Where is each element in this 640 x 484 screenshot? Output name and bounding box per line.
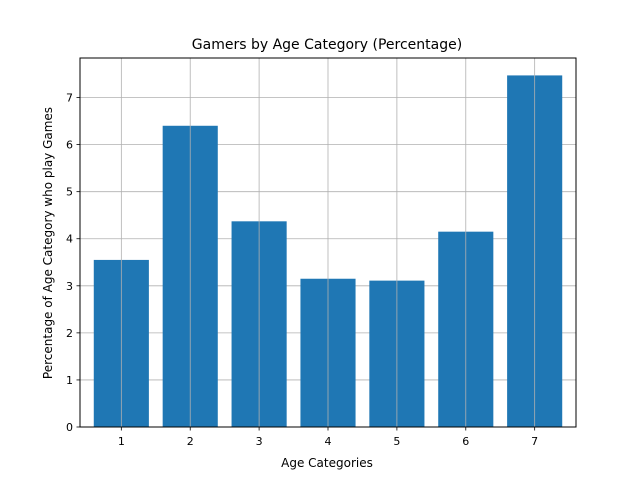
- x-axis-label: Age Categories: [281, 456, 373, 470]
- vertical-grid-lines: [120, 58, 536, 427]
- chart-title: Gamers by Age Category (Percentage): [192, 37, 462, 53]
- y-axis-label: Percentage of Age Category who play Game…: [41, 107, 55, 379]
- y-axis-ticks: 0 1 2 3 4 5 6 7: [66, 92, 80, 434]
- x-tick-label: 7: [531, 435, 538, 448]
- y-tick-label: 4: [66, 233, 73, 246]
- y-tick-label: 5: [66, 186, 73, 199]
- x-axis-ticks: 1 2 3 4 5 6 7: [118, 427, 538, 448]
- x-tick-label: 4: [325, 435, 332, 448]
- x-tick-label: 2: [187, 435, 194, 448]
- y-tick-label: 6: [66, 139, 73, 152]
- y-tick-label: 7: [66, 92, 73, 105]
- x-tick-label: 6: [462, 435, 469, 448]
- y-tick-label: 0: [66, 421, 73, 434]
- y-tick-label: 2: [66, 327, 73, 340]
- y-tick-label: 1: [66, 374, 73, 387]
- x-tick-label: 1: [118, 435, 125, 448]
- x-tick-label: 5: [393, 435, 400, 448]
- x-tick-label: 3: [256, 435, 263, 448]
- y-tick-label: 3: [66, 280, 73, 293]
